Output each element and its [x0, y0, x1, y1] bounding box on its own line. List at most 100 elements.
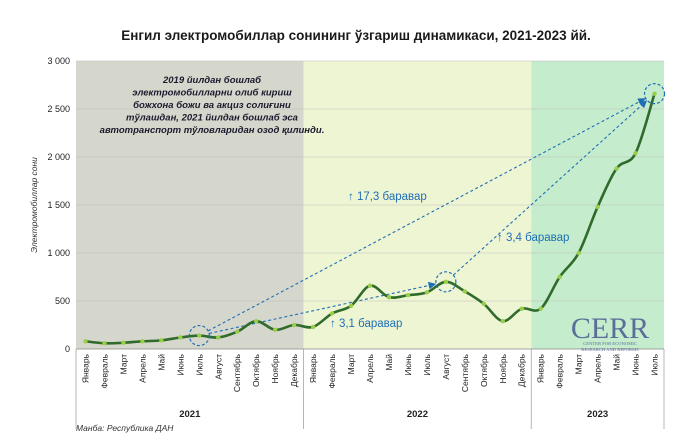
x-tick-label: Июль [422, 353, 432, 375]
data-point [272, 327, 278, 332]
annotation-labels: ↑ 17,3 баравар ↑ 3,4 баравар ↑ 3,1 баравар [330, 191, 569, 330]
y-tick-label: 1 000 [47, 248, 70, 258]
data-point [140, 339, 145, 344]
x-tick-label: Декабрь [289, 353, 299, 387]
data-point [576, 250, 581, 256]
y-tick-label: 3 000 [47, 56, 70, 66]
data-point [633, 150, 638, 156]
x-tick-label: Февраль [555, 353, 565, 388]
y-axis-label: Электромобиллар сони [29, 157, 39, 253]
data-point [310, 324, 316, 330]
data-point [386, 294, 392, 300]
x-tick-label: Март [574, 354, 584, 374]
x-tick-label: Июнь [403, 353, 413, 375]
data-point [519, 306, 524, 311]
x-tick-label: Август [213, 354, 223, 380]
data-point [197, 333, 202, 338]
y-tick-label: 2 500 [47, 104, 70, 114]
data-point [557, 274, 562, 280]
x-tick-label: Февраль [99, 353, 109, 388]
x-tick-label: Декабрь [517, 353, 527, 387]
data-point [443, 279, 449, 284]
x-tick-label: Март [346, 354, 356, 374]
data-point [538, 306, 543, 311]
x-tick-label: Март [118, 354, 128, 374]
x-tick-label: Февраль [327, 353, 337, 388]
annotation-label: ↑ 17,3 баравар [348, 191, 427, 203]
note-line: 2019 йилдан бошлаб [162, 75, 262, 86]
data-point [481, 301, 487, 307]
data-point [178, 335, 183, 340]
data-markers [83, 91, 657, 346]
note-line: электромобилларни олиб кириш [132, 88, 292, 99]
x-tick-label: Май [384, 354, 394, 371]
data-point [614, 166, 619, 171]
annotation-label: ↑ 3,4 баравар [497, 232, 569, 244]
data-point [102, 341, 107, 346]
x-tick-label: Июль [194, 353, 204, 375]
x-tick-label: Январь [536, 353, 546, 383]
data-point [159, 338, 164, 343]
annotation-arrow [452, 100, 648, 276]
highlight-circle [643, 83, 666, 105]
x-tick-label: Октябрь [251, 353, 261, 387]
data-point [367, 283, 373, 288]
note-line: божхона божи ва акциз солиғини [133, 100, 291, 111]
year-label: 2023 [587, 409, 608, 420]
year-labels: 2021 2022 2023 [75, 349, 665, 429]
chart-title: Енгил электромобиллар сонининг ўзгариш д… [121, 28, 591, 43]
x-tick-label: Октябрь [479, 353, 489, 387]
x-tick-label: Сентябрь [232, 353, 242, 392]
y-tick-label: 500 [55, 296, 70, 306]
data-point [216, 335, 221, 340]
cerr-logo: CERR CENTER FOR ECONOMIC RESEARCH AND RE… [571, 312, 649, 352]
highlight-circle [435, 271, 457, 293]
data-point [83, 339, 88, 344]
gridlines [76, 60, 664, 302]
y-tick-label: 2 000 [47, 152, 70, 162]
y-tick-label: 0 [65, 344, 70, 354]
year-label: 2021 [179, 409, 201, 420]
x-tick-label: Апрель [365, 353, 375, 382]
data-point [595, 204, 600, 210]
x-tick-label: Апрель [593, 353, 603, 382]
x-tick-label: Январь [80, 353, 90, 383]
x-tick-label: Май [156, 354, 166, 371]
x-tick-label: Ноябрь [498, 353, 508, 383]
x-tick-label: Апрель [137, 353, 147, 382]
x-tick-label: Июнь [175, 353, 185, 375]
annotation-label: ↑ 3,1 баравар [330, 318, 402, 330]
logo-subtitle-line: CENTER FOR ECONOMIC [583, 341, 637, 346]
y-tick-label: 1 500 [47, 200, 70, 210]
x-axis-ticks: Январь Февраль Март Апрель Май Июнь Июль Август… [80, 353, 659, 392]
source-note: Манба: Республика ДАН [76, 423, 174, 433]
data-point [121, 340, 126, 345]
data-point [424, 290, 430, 295]
logo-text: CERR [571, 312, 649, 345]
note-line: тўлашдан, 2021 йилдан бошлаб эса [126, 113, 298, 124]
x-tick-label: Июль [650, 353, 660, 375]
highlight-circle [188, 324, 210, 347]
year-label: 2022 [407, 409, 428, 420]
x-tick-label: Сентябрь [460, 353, 470, 392]
y-axis-ticks: 0 500 1 000 1 500 2 000 2 500 3 000 [47, 56, 70, 354]
data-point [652, 91, 657, 96]
data-point [500, 318, 505, 324]
data-point [235, 329, 240, 334]
policy-note: 2019 йилдан бошлаб электромобилларни олиб… [100, 75, 325, 136]
logo-subtitle-line: RESEARCH AND REFORMS [581, 347, 639, 352]
x-tick-label: Июнь [631, 353, 641, 375]
highlight-circles [188, 83, 666, 347]
x-tick-label: Август [441, 354, 451, 380]
data-point [348, 303, 354, 308]
data-point [291, 322, 297, 328]
x-tick-label: Май [612, 354, 622, 371]
data-point [405, 293, 411, 298]
x-tick-label: Январь [308, 353, 318, 383]
data-point [253, 318, 259, 324]
data-point [462, 289, 468, 294]
data-point [329, 311, 335, 316]
note-line: автотранспорт тўловларидан озод қилинди. [100, 125, 325, 136]
x-tick-label: Ноябрь [270, 353, 280, 383]
